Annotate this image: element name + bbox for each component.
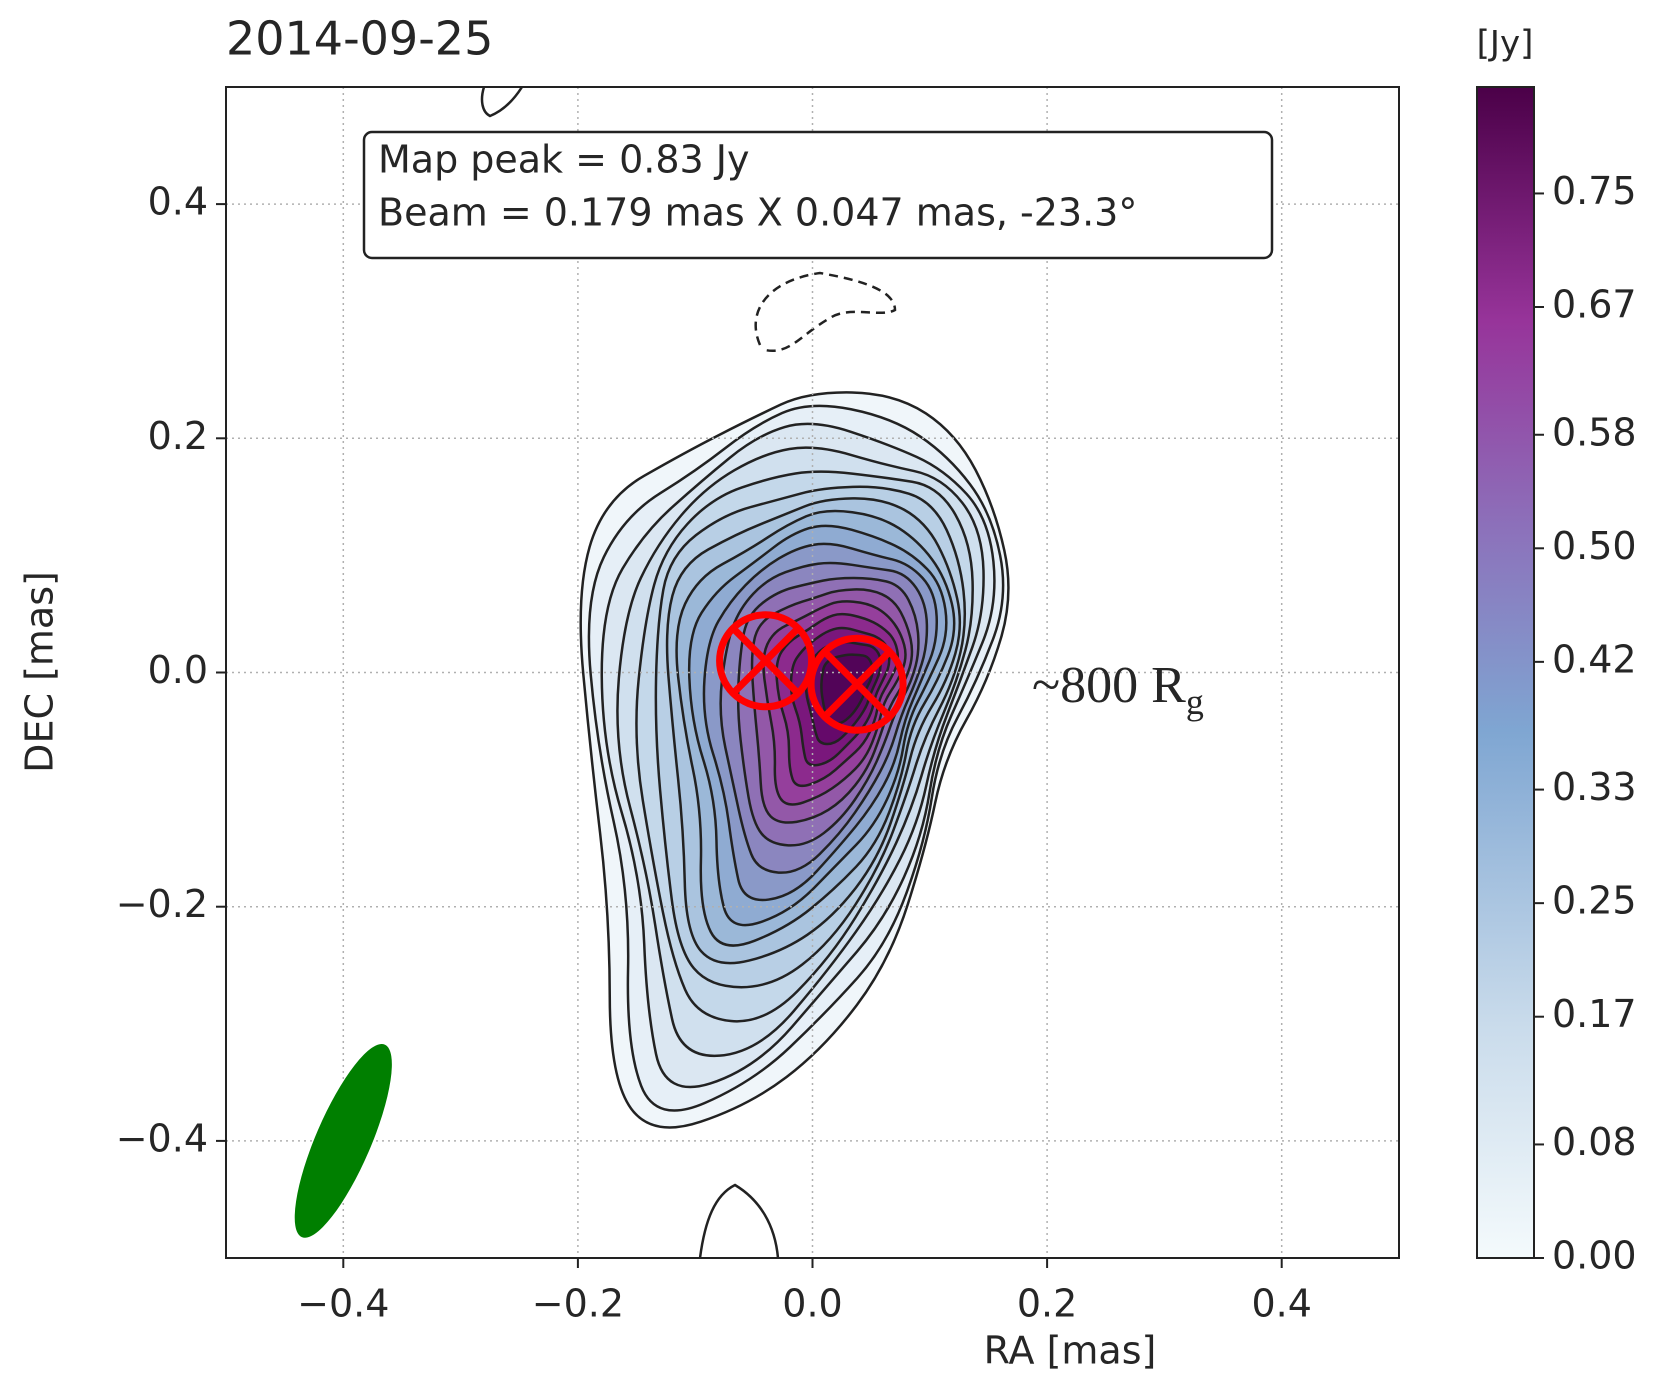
y-tick-label: 0.2 bbox=[148, 414, 208, 458]
colorbar-tick-label: 0.00 bbox=[1552, 1234, 1637, 1278]
colorbar-fill bbox=[1477, 87, 1534, 1258]
colorbar-tick-label: 0.50 bbox=[1552, 524, 1637, 568]
y-tick-label: −0.2 bbox=[116, 882, 208, 926]
y-tick-label: 0.0 bbox=[148, 648, 208, 692]
scale-label-text: ~800 R bbox=[1032, 657, 1186, 714]
annotation-text: Beam = 0.179 mas X 0.047 mas, -23.3° bbox=[378, 191, 1137, 235]
x-axis-label: RA [mas] bbox=[984, 1329, 1157, 1373]
colorbar-tick-label: 0.42 bbox=[1552, 637, 1637, 681]
x-tick-label: 0.0 bbox=[782, 1282, 842, 1326]
x-tick-label: 0.2 bbox=[1017, 1282, 1077, 1326]
x-tick-label: 0.4 bbox=[1251, 1282, 1311, 1326]
y-tick-label: 0.4 bbox=[148, 180, 208, 224]
chart-title: 2014-09-25 bbox=[226, 12, 493, 66]
y-tick-label: −0.4 bbox=[116, 1116, 208, 1160]
plot-area bbox=[226, 87, 1399, 1258]
colorbar-tick-label: 0.75 bbox=[1552, 169, 1637, 213]
x-tick-label: −0.4 bbox=[297, 1282, 389, 1326]
colorbar-tick-label: 0.17 bbox=[1552, 992, 1637, 1036]
colorbar-tick-label: 0.08 bbox=[1552, 1120, 1637, 1164]
colorbar-tick-label: 0.33 bbox=[1552, 765, 1637, 809]
scale-label: ~800 Rg bbox=[1032, 657, 1204, 722]
colorbar-label: [Jy] bbox=[1477, 24, 1534, 64]
x-tick-label: −0.2 bbox=[532, 1282, 624, 1326]
colorbar: [Jy] 0.00 0.08 0.17 0.25 0.33 0.42 0.50 0.58 0.6… bbox=[1477, 24, 1637, 1278]
chart: 2014-09-25 −0.4−0.20.00.20.4−0.4−0.20.00… bbox=[0, 0, 1668, 1391]
colorbar-tick-label: 0.58 bbox=[1552, 410, 1637, 454]
annotation-text: Map peak = 0.83 Jy bbox=[378, 138, 749, 182]
y-axis-label: DEC [mas] bbox=[18, 571, 62, 773]
scale-label-subscript: g bbox=[1186, 682, 1204, 722]
colorbar-tick-label: 0.25 bbox=[1552, 879, 1637, 923]
annotation-box: Map peak = 0.83 Jy Beam = 0.179 mas X 0.… bbox=[364, 132, 1272, 258]
colorbar-tick-label: 0.67 bbox=[1552, 283, 1637, 327]
